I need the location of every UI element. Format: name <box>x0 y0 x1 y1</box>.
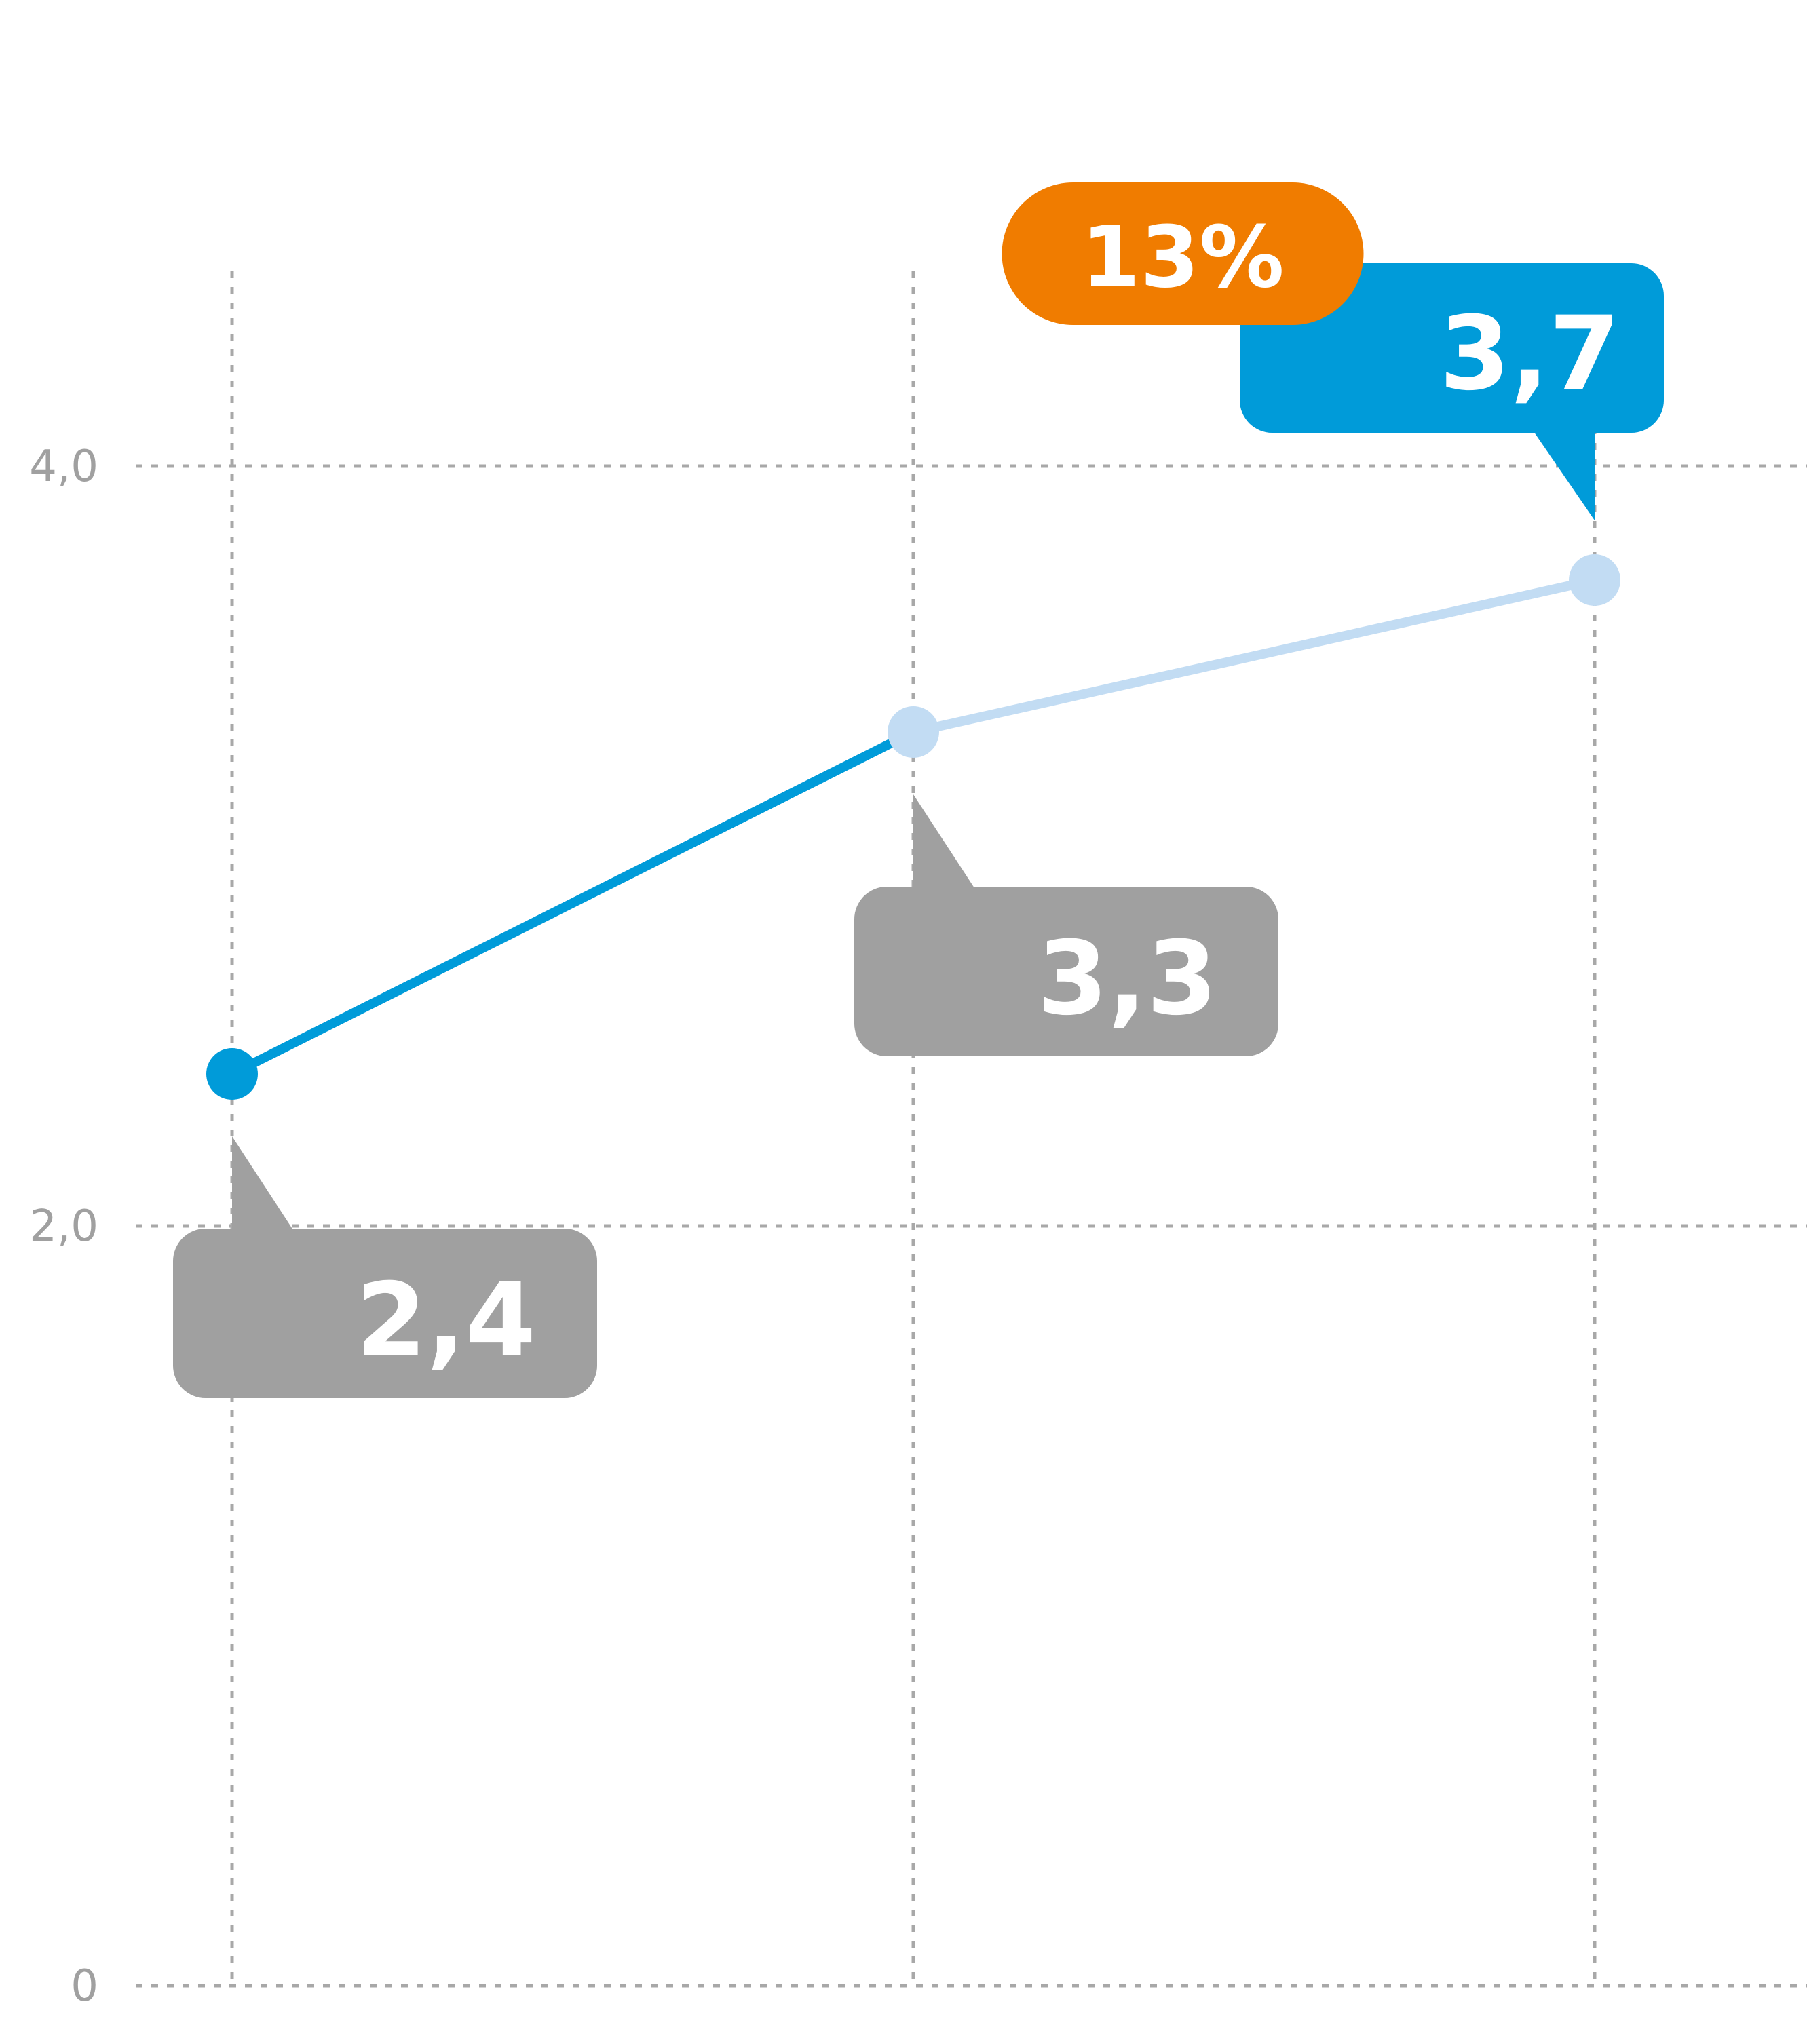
data-point <box>1569 554 1620 606</box>
change-badge-text: 13% <box>1081 208 1284 307</box>
callout-pointer <box>913 794 976 890</box>
y-tick-label: 0 <box>71 1961 98 2011</box>
data-label-text: 2,4 <box>356 1262 536 1380</box>
annotations: 13% <box>1002 182 1364 325</box>
data-label: 2,4 <box>173 1136 597 1398</box>
y-axis: 0 2,0 4,0 <box>29 442 98 2011</box>
line-segment <box>909 575 1599 737</box>
callout-box <box>1240 263 1664 433</box>
y-tick-label: 2,0 <box>29 1201 98 1252</box>
data-label-callouts: 2,4 3,3 3,7 <box>173 263 1664 1398</box>
callout-box <box>173 1229 597 1398</box>
change-badge: 13% <box>1002 182 1364 325</box>
data-label-text: 3,3 <box>1037 920 1217 1038</box>
data-label: 3,3 <box>854 794 1278 1056</box>
data-point <box>206 1048 258 1100</box>
callout-box <box>854 887 1278 1056</box>
callout-pointer <box>1532 429 1595 520</box>
y-tick-label: 4,0 <box>29 442 98 492</box>
callout-pointer <box>232 1136 294 1232</box>
data-label: 3,7 <box>1240 263 1664 520</box>
grid <box>136 271 1807 1988</box>
line-segment <box>227 727 918 1079</box>
series-line <box>227 575 1599 1079</box>
change-badge-pill <box>1002 182 1364 325</box>
data-label-text: 3,7 <box>1439 295 1620 413</box>
data-point <box>888 706 939 758</box>
data-points <box>206 554 1620 1100</box>
